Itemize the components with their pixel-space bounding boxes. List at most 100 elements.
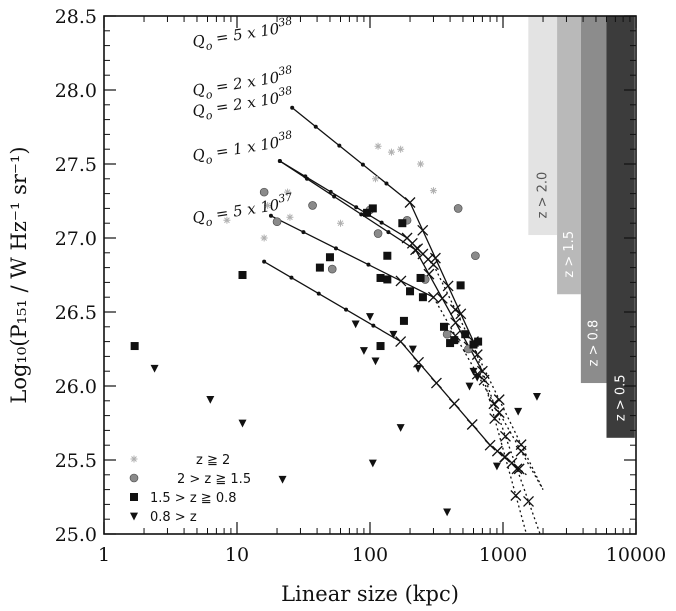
data-point-square — [418, 293, 427, 302]
data-point-triangle — [351, 320, 360, 329]
redshift-band-2 — [580, 16, 607, 384]
track-cross — [442, 280, 454, 292]
track-line-dotted — [432, 264, 544, 490]
data-point-circle — [453, 204, 463, 213]
data-point-triangle — [465, 382, 474, 391]
track-dot — [386, 230, 391, 235]
x-tick-label: 100 — [352, 544, 388, 566]
data-point-star — [264, 201, 272, 209]
data-point-triangle — [359, 347, 368, 355]
data-point-triangle — [371, 357, 380, 366]
data-point-triangle — [278, 475, 287, 484]
data-point-circle — [308, 201, 317, 210]
track-line-dotted — [481, 370, 541, 534]
data-point-triangle — [396, 424, 405, 432]
track-cross — [450, 317, 462, 329]
data-point-star — [284, 188, 292, 196]
track-cross — [430, 377, 442, 389]
data-point-circle — [471, 251, 480, 261]
data-point-square — [376, 273, 385, 282]
x-tick-label: 10000 — [606, 544, 666, 566]
track-dot — [379, 220, 384, 225]
track-dot — [384, 181, 389, 186]
data-point-square — [383, 275, 392, 284]
track-dot — [289, 275, 294, 280]
track-dot — [268, 213, 273, 218]
data-point-square — [450, 336, 459, 345]
track-cross — [427, 259, 439, 271]
y-tick-label: 28.5 — [55, 6, 97, 28]
track-line-dotted — [472, 341, 528, 534]
x-axis-title: Linear size (kpc) — [281, 582, 459, 606]
track-cross — [493, 394, 505, 406]
model-tracks — [262, 105, 544, 534]
track-dot — [360, 162, 365, 167]
y-tick-label: 28.0 — [55, 80, 97, 102]
track-cross — [493, 407, 505, 419]
data-point-triangle — [366, 313, 374, 321]
track-cross — [448, 398, 460, 410]
data-point-square — [469, 340, 478, 349]
data-point-star — [372, 175, 380, 183]
track-cross — [466, 419, 478, 430]
y-tick-label: 26.5 — [55, 302, 97, 324]
data-point-square — [315, 263, 324, 272]
data-point-circle — [373, 229, 383, 238]
track-cross — [471, 349, 483, 361]
y-tick-label: 27.0 — [55, 228, 97, 250]
track-dot — [262, 259, 267, 264]
track-cross — [510, 490, 522, 501]
data-point-square — [363, 208, 372, 217]
data-point-square — [368, 204, 377, 213]
legend-label: 1.5 > z ≧ 0.8 — [150, 491, 237, 506]
redshift-band-label: z > 0.5 — [614, 374, 629, 421]
data-point-triangle — [514, 407, 523, 416]
data-point-square — [439, 322, 448, 331]
track-cross — [500, 430, 511, 442]
track-cross — [449, 304, 461, 316]
data-point-square — [416, 273, 425, 282]
track-dot — [316, 291, 321, 296]
legend-marker-square — [130, 493, 138, 501]
data-point-star — [429, 187, 437, 195]
data-point-triangle — [150, 364, 159, 373]
redshift-band-label: z > 2.0 — [536, 172, 551, 219]
redshift-band-3 — [606, 16, 635, 438]
data-point-star — [374, 142, 382, 150]
legend-label: 0.8 > z — [150, 510, 197, 525]
track-cross — [515, 445, 527, 457]
track-dot — [332, 194, 337, 199]
y-tick-label: 25.5 — [55, 450, 97, 472]
x-tick-label: 1 — [98, 544, 110, 566]
data-point-square — [399, 316, 408, 325]
track-annotation: Qo = 5 x 1038 — [191, 14, 295, 55]
data-point-square — [325, 253, 334, 262]
legend-marker-triangle — [130, 512, 138, 521]
track-cross — [488, 398, 500, 410]
track-cross — [429, 252, 441, 264]
track-dot — [313, 124, 318, 129]
data-point-triangle — [408, 345, 417, 354]
x-tick-label: 1000 — [479, 544, 527, 566]
data-point-star — [387, 148, 395, 156]
data-point-square — [461, 330, 470, 339]
data-points — [130, 142, 541, 517]
track-cross — [484, 439, 496, 451]
track-line — [270, 215, 434, 298]
track-cross — [455, 308, 467, 320]
data-point-square — [383, 251, 392, 260]
track-cross — [523, 495, 534, 507]
legend-label: 2 > z ≧ 1.5 — [177, 472, 251, 487]
data-point-square — [456, 281, 465, 290]
redshift-band-label: z > 0.8 — [587, 320, 602, 367]
track-line — [263, 261, 491, 446]
data-point-triangle — [238, 419, 247, 428]
track-cross — [499, 451, 511, 463]
data-point-star — [417, 160, 425, 168]
legend-label: z ≧ 2 — [196, 453, 230, 468]
track-dot — [359, 212, 364, 217]
y-tick-label: 26.0 — [55, 376, 97, 398]
data-point-circle — [327, 264, 337, 274]
